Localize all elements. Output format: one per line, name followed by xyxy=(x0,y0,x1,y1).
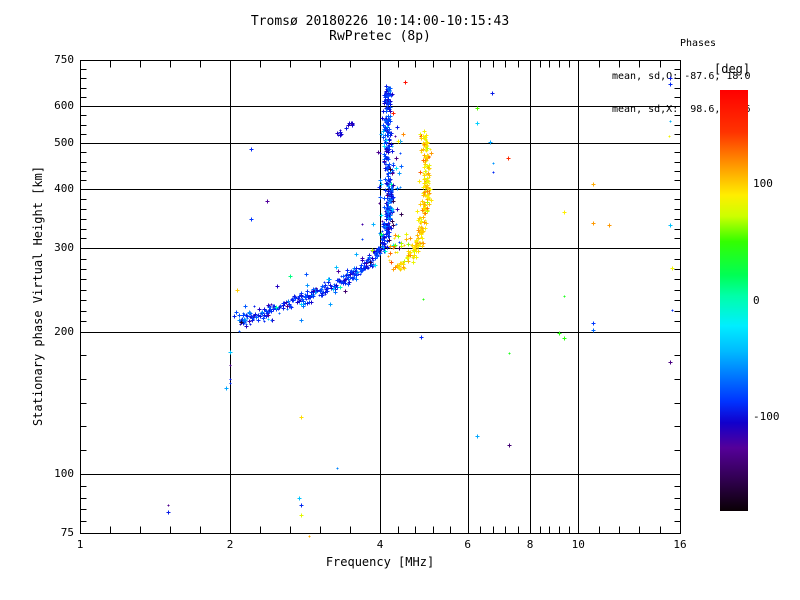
plot-title: Tromsø 20180226 10:14:00-10:15:43 xyxy=(250,14,510,29)
colorbar-tick-label: 100 xyxy=(753,176,773,190)
x-tick-label: 1 xyxy=(76,538,84,551)
y-tick-label: 100 xyxy=(54,466,74,480)
colorbar-tick-label: 0 xyxy=(753,293,760,307)
y-tick-label: 600 xyxy=(54,98,74,112)
colorbar-tick-label: -100 xyxy=(753,410,780,424)
x-tick-label: 6 xyxy=(464,538,472,551)
colorbar-unit-label: [deg] xyxy=(714,62,751,76)
x-tick-label: 8 xyxy=(526,538,534,551)
y-tick-label: 300 xyxy=(54,241,74,255)
y-axis-label: Stationary phase Virtual Height [km] xyxy=(31,165,45,427)
x-axis-label: Frequency [MHz] xyxy=(325,555,435,569)
y-tick-label: 200 xyxy=(54,324,74,338)
y-tick-label: 75 xyxy=(60,526,74,539)
x-tick-label: 2 xyxy=(226,538,234,551)
y-tick-label: 400 xyxy=(54,182,74,196)
y-tick-label: 750 xyxy=(54,53,74,66)
phase-stats-o-line: mean, sd,O: -87.6, 18.0 xyxy=(612,71,751,82)
y-tick-label: 500 xyxy=(54,136,74,150)
x-tick-label: 4 xyxy=(376,538,384,551)
x-tick-label: 16 xyxy=(673,538,687,551)
x-tick-label: 10 xyxy=(571,538,585,551)
colorbar-gradient xyxy=(720,90,748,511)
phase-stats-title: Phases xyxy=(679,38,717,49)
plot-subtitle: RwPretec (8p) xyxy=(329,29,431,44)
